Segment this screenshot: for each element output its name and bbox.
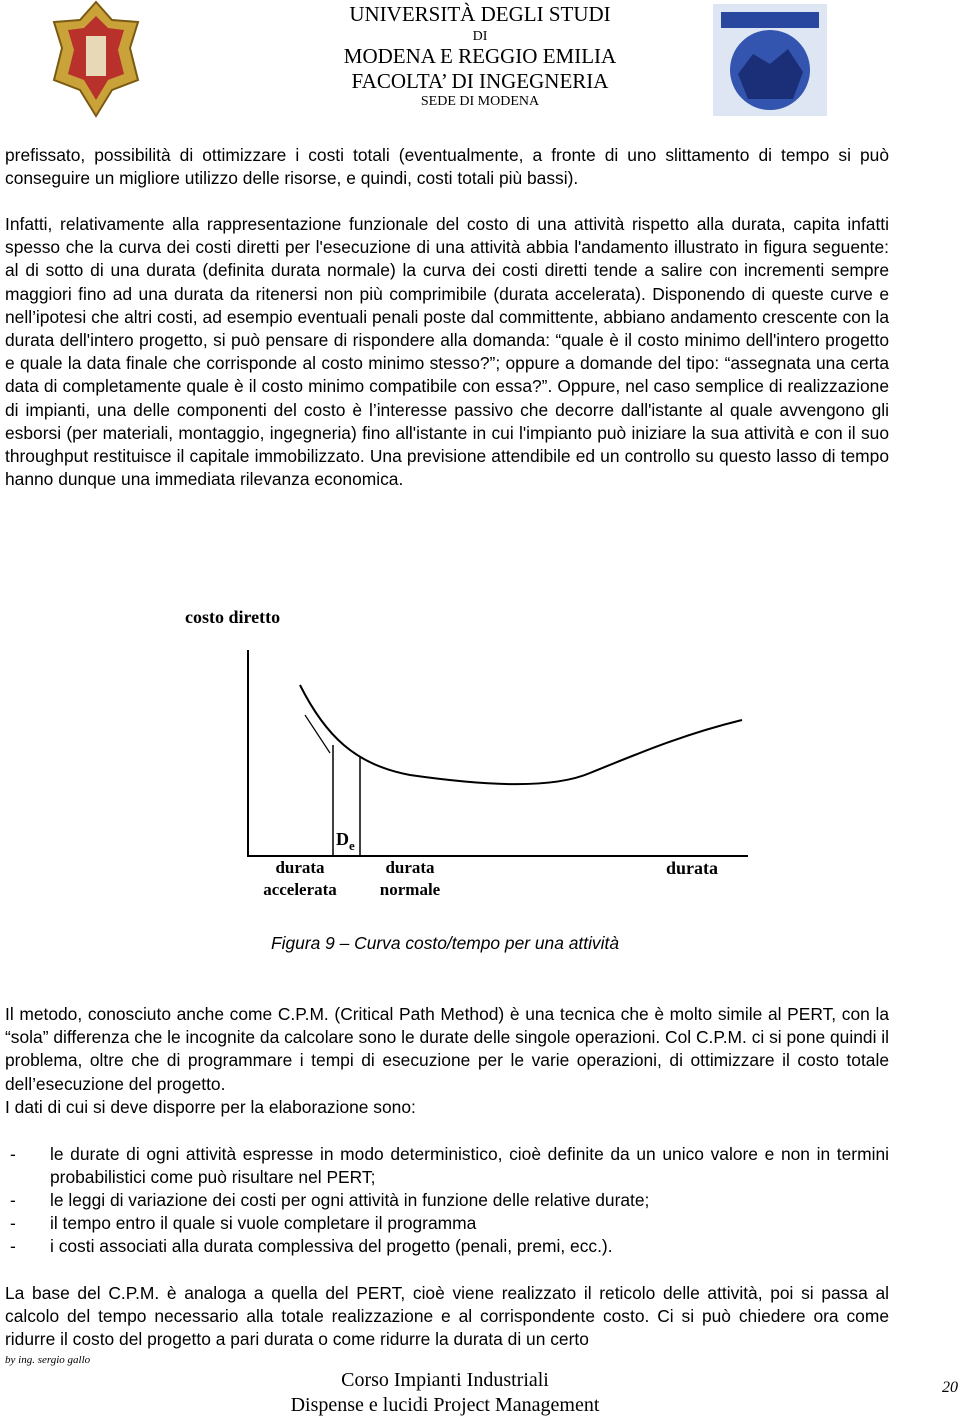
footer-author: by ing. sergio gallo (5, 1354, 91, 1366)
list-text: le leggi di variazione dei costi per ogn… (50, 1190, 650, 1210)
list-text: le durate di ogni attività espresse in m… (50, 1144, 889, 1188)
faculty: FACOLTA’ DI INGEGNERIA (351, 69, 609, 93)
x-label-normale-box: durata normale (379, 858, 441, 899)
bullet: - (10, 1213, 16, 1233)
x-axis-label-text: durata (666, 858, 718, 878)
list-item: - i costi associati alla durata complessi… (5, 1235, 889, 1258)
list-item: - le durate di ogni attività espresse in … (5, 1143, 889, 1189)
tangent-line (304, 714, 331, 754)
footer-course: Corso Impianti Industriali (341, 1369, 549, 1391)
paragraph: Infatti, relativamente alla rappresentaz… (5, 214, 889, 490)
paragraph: Il metodo, conosciuto anche come C.P.M. … (5, 1004, 889, 1094)
list-item: - il tempo entro il quale si vuole comple… (5, 1212, 889, 1235)
de-main: D (336, 829, 349, 849)
list-text: il tempo entro il quale si vuole complet… (50, 1213, 477, 1233)
paragraph: I dati di cui si deve disporre per la el… (5, 1097, 416, 1117)
cost-duration-figure: costo diretto De durata accelerata durat… (185, 607, 748, 899)
bullet: - (10, 1190, 16, 1210)
bullet: - (10, 1144, 16, 1164)
logo-right (713, 4, 827, 116)
footer-subtitle: Dispense e lucidi Project Management (290, 1394, 600, 1416)
x-label-accelerata: durata accelerata (263, 858, 337, 899)
page-number: 20 (942, 1379, 958, 1396)
de-label: De (336, 829, 355, 853)
logo-left (52, 0, 140, 118)
x-label-normale: durata normale (379, 858, 441, 899)
de-sub: e (349, 838, 355, 853)
paragraph: La base del C.P.M. è analoga a quella de… (5, 1283, 889, 1350)
y-axis-label-text: costo diretto (185, 607, 280, 627)
x-axis-label: durata (666, 858, 718, 878)
university-city: MODENA E REGGIO EMILIA (343, 44, 617, 68)
university-di: DI (472, 29, 488, 44)
x-label-accelerata-box: durata accelerata (263, 858, 337, 899)
campus: SEDE DI MODENA (420, 94, 540, 109)
bullet: - (10, 1236, 16, 1256)
cost-curve (299, 684, 743, 786)
list-text: i costi associati alla durata complessiv… (50, 1236, 613, 1256)
paragraph: prefissato, possibilità di ottimizzare i… (5, 145, 889, 189)
y-axis-label: costo diretto (185, 607, 280, 627)
list-item: - le leggi di variazione dei costi per og… (5, 1189, 889, 1212)
university-name: UNIVERSITÀ DEGLI STUDI (349, 2, 611, 26)
figure-caption: Figura 9 – Curva costo/tempo per una att… (271, 933, 619, 953)
